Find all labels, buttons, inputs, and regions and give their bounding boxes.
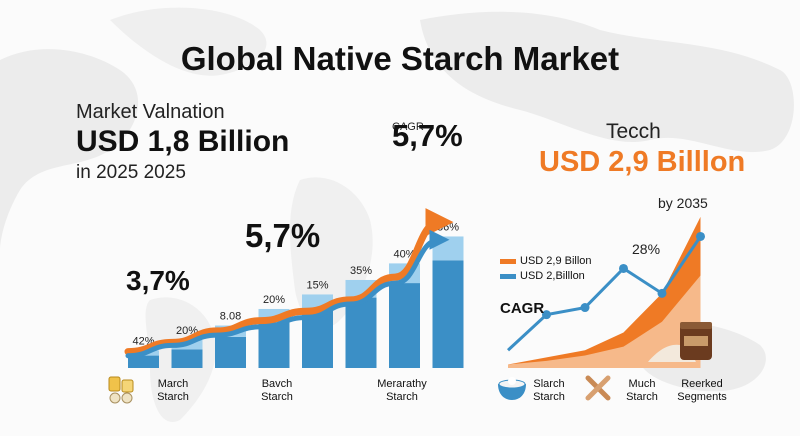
- bar-base-4: [258, 322, 290, 368]
- forecast-year: by 2035: [658, 195, 708, 211]
- bar-base-8: [432, 260, 464, 368]
- legend-item-orange: USD 2,9 Billon: [500, 255, 592, 267]
- bar-base-3: [215, 336, 246, 368]
- forecast-point-6: [696, 231, 705, 241]
- legend-item-blue: USD 2,Billlon: [500, 270, 585, 282]
- category-label-much: Much Starch: [626, 378, 658, 403]
- jar-and-powder-icon: [648, 322, 712, 362]
- forecast-point-2: [542, 310, 551, 320]
- cagr-top-small-label: CAGR: [392, 121, 424, 133]
- bowl-icon: [498, 377, 526, 400]
- legend-swatch-blue: [500, 273, 516, 279]
- category-label-march: March Starch: [157, 378, 189, 403]
- bar-label-5: 15%: [306, 279, 328, 291]
- forecast-point-5: [657, 288, 667, 298]
- trend-line-blue: [125, 229, 450, 359]
- cagr-top-value: 5,7%: [392, 118, 463, 153]
- category-label-slarch: Slarch Starch: [533, 378, 565, 403]
- category-label-reerked: Reerked Segments: [677, 378, 727, 403]
- forecast-point-3: [580, 303, 590, 313]
- grain-jars-icon: [108, 376, 134, 404]
- page-title: Global Native Starch Market: [180, 40, 620, 77]
- legend-label-blue: USD 2,Billlon: [520, 270, 585, 282]
- valuation-label: Market Valnation: [76, 101, 225, 123]
- bar-base-1: [128, 355, 159, 368]
- bar-base-2: [171, 349, 203, 368]
- trend-line-orange: [124, 208, 454, 356]
- forecast-line: [506, 235, 702, 352]
- forecast-label: Tecch: [606, 120, 661, 143]
- growth-label-mid: 5,7%: [245, 217, 321, 254]
- forecast-cagr-label: CAGR: [500, 300, 545, 317]
- legend-label-orange: USD 2,9 Billon: [520, 255, 592, 267]
- legend-swatch-orange: [500, 258, 516, 264]
- bar-label-6: 35%: [350, 265, 372, 277]
- valuation-year: in 2025 2025: [76, 162, 186, 183]
- category-label-merarathy: Merarathy Starch: [377, 378, 427, 403]
- forecast-amount: USD 2,9 Billlon: [539, 146, 746, 178]
- growth-label-low: 3,7%: [126, 265, 190, 296]
- bar-label-4: 20%: [263, 294, 285, 306]
- crossed-roots-icon: [585, 375, 611, 401]
- bar-label-3: 8.08: [220, 311, 241, 323]
- valuation-amount: USD 1,8 Billion: [76, 125, 290, 158]
- area-orange-light: [508, 275, 701, 368]
- category-label-bavch: Bavch Starch: [261, 378, 293, 403]
- forecast-point-4: [619, 263, 628, 273]
- bar-base-6: [345, 297, 377, 368]
- right-point-label: 28%: [632, 241, 661, 257]
- bar-base-7: [389, 283, 420, 368]
